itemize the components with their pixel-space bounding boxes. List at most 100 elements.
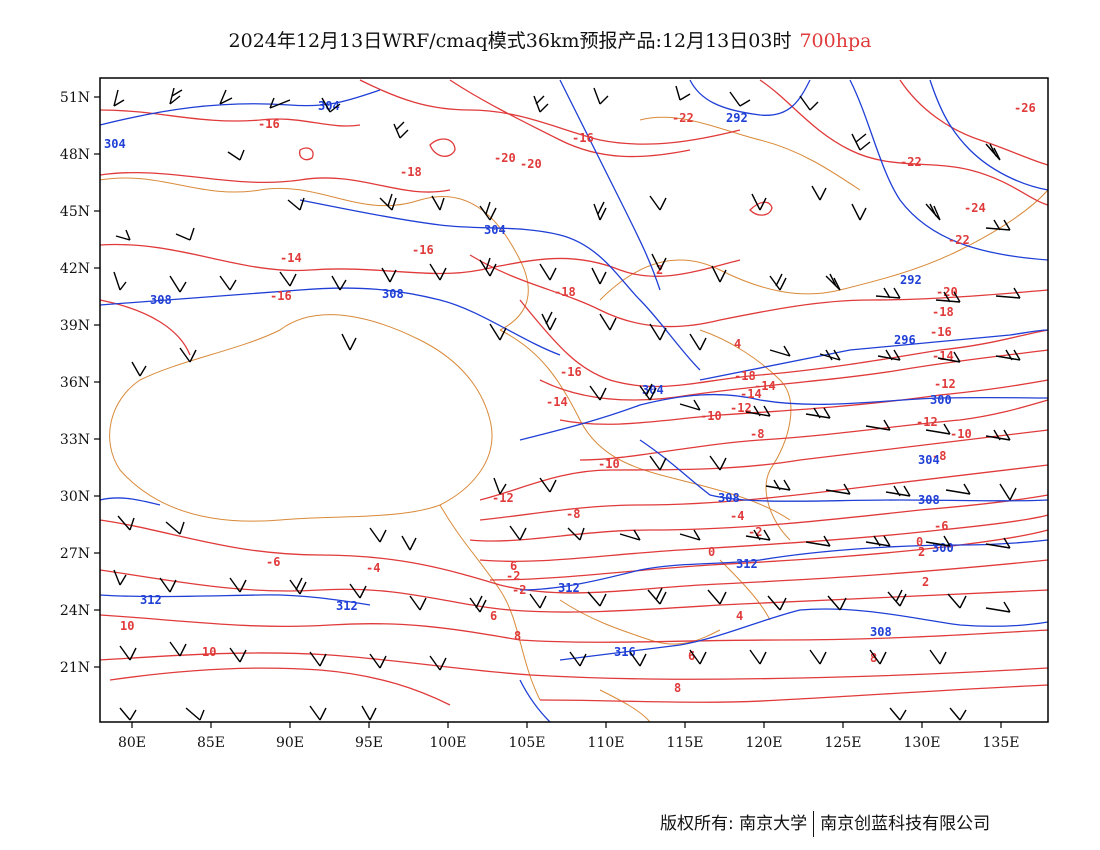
wind-barb	[229, 577, 247, 593]
temp-label: -22	[672, 111, 694, 125]
temp-label: -26	[1014, 101, 1036, 115]
wind-barb	[729, 91, 751, 107]
temp-label: 10	[120, 619, 134, 633]
temp-label: -18	[734, 369, 756, 383]
wind-barb	[539, 477, 557, 493]
temp-label: -6	[934, 519, 948, 533]
wind-barb	[431, 195, 445, 211]
temp-label: 0	[708, 545, 715, 559]
wind-barb	[599, 313, 617, 331]
wind-barb	[937, 351, 961, 363]
wind-barb	[349, 583, 367, 599]
temp-label: -18	[932, 305, 954, 319]
wind-barb	[885, 485, 911, 497]
temp-label: -20	[936, 285, 958, 299]
map-frame	[99, 77, 1049, 723]
temp-label: -6	[266, 555, 280, 569]
wind-barb	[113, 89, 125, 107]
wind-barb	[219, 275, 237, 291]
wind-barb	[805, 407, 831, 419]
temp-label: 6	[688, 649, 695, 663]
latitude-axis	[94, 96, 100, 668]
height-label: 308	[150, 293, 172, 307]
wind-barb	[709, 455, 727, 471]
temp-label: -8	[566, 507, 580, 521]
footer-separator	[813, 811, 815, 837]
temp-label: 4	[736, 609, 743, 623]
wind-barb	[865, 419, 891, 431]
height-label: 304	[318, 99, 340, 113]
title-level: 700hpa	[799, 30, 872, 52]
wind-barb	[675, 85, 691, 101]
wind-barb	[711, 265, 727, 283]
height-label: 308	[718, 491, 740, 505]
wind-barb	[159, 577, 177, 593]
wind-barb	[877, 349, 901, 361]
wind-barb	[767, 595, 787, 611]
wind-barb	[865, 535, 891, 547]
temp-label: -16	[270, 289, 292, 303]
temp-label: -12	[492, 491, 514, 505]
wind-barb	[649, 455, 667, 471]
wind-barb	[651, 253, 667, 271]
wind-barb	[649, 195, 667, 211]
wind-barb	[331, 275, 347, 291]
temp-label: 2	[918, 545, 925, 559]
lon-label: 80E	[118, 735, 146, 751]
copyright-footer: 版权所有: 南京大学 南京创蓝科技有限公司	[660, 809, 990, 837]
temp-label: 0	[916, 535, 923, 549]
wind-barb	[749, 649, 767, 665]
wind-barb	[811, 185, 827, 201]
wind-barbs	[113, 85, 1021, 721]
wind-barb	[995, 287, 1021, 299]
temp-label: -12	[934, 377, 956, 391]
wind-barb	[707, 589, 727, 605]
wind-barb	[509, 525, 527, 541]
temp-label: 10	[202, 645, 216, 659]
lat-label: 36N	[60, 375, 90, 391]
wind-barb	[113, 271, 127, 291]
lat-label: 21N	[60, 660, 90, 676]
lat-label: 27N	[60, 546, 90, 562]
lat-label: 30N	[60, 489, 90, 505]
wind-barb	[469, 595, 487, 613]
temp-label: 8	[870, 651, 877, 665]
wind-barb	[393, 121, 409, 139]
wind-barb	[649, 323, 667, 341]
wind-barb	[689, 333, 707, 351]
height-label: 292	[726, 111, 748, 125]
temp-label: 2	[922, 575, 929, 589]
wind-barb	[119, 645, 137, 661]
temperature-contours	[99, 79, 1049, 706]
temp-label: -14	[740, 387, 762, 401]
wind-barb	[745, 405, 771, 417]
temp-label: -16	[930, 325, 952, 339]
wind-barb	[361, 705, 377, 721]
temp-label: -22	[900, 155, 922, 169]
temp-label: -4	[366, 561, 380, 575]
wind-barb	[533, 95, 549, 113]
wind-barb	[567, 527, 585, 541]
title-main: 2024年12月13日WRF/cmaq模式36km预报产品:12月13日03时	[228, 30, 792, 52]
wind-barb	[489, 323, 507, 341]
wind-barb	[985, 429, 1011, 441]
wind-barb	[825, 273, 841, 291]
wind-barb	[279, 271, 297, 287]
wind-barb	[309, 705, 327, 721]
wind-barb	[321, 97, 341, 113]
wind-barb	[131, 361, 147, 377]
lon-label: 120E	[746, 735, 783, 751]
wind-barb	[745, 529, 771, 541]
wind-barb	[169, 87, 183, 105]
wind-barb	[529, 593, 547, 609]
height-label: 304	[918, 453, 940, 467]
wind-barb	[995, 349, 1021, 361]
temp-label: 6	[510, 559, 517, 573]
lat-label: 48N	[60, 147, 90, 163]
wind-barb	[689, 649, 707, 665]
temp-label: 8	[674, 681, 681, 695]
lon-label: 130E	[904, 735, 941, 751]
longitude-axis	[131, 722, 1002, 728]
temp-label: -16	[258, 117, 280, 131]
lon-label: 95E	[355, 735, 383, 751]
